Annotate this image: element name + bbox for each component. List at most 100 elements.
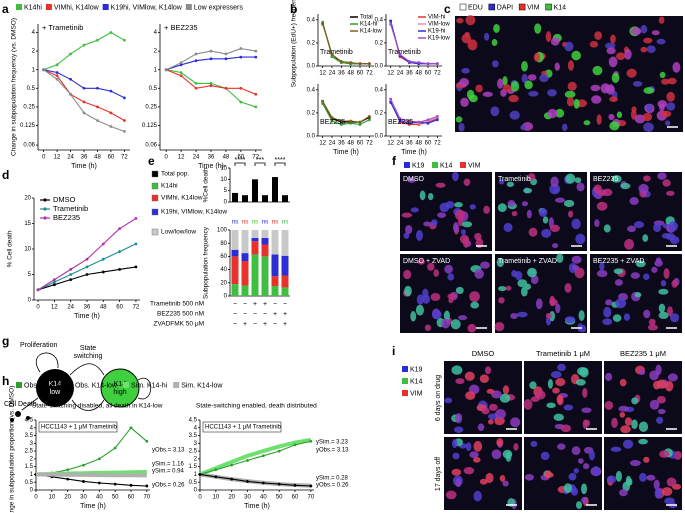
cell [583, 463, 590, 470]
cell [593, 184, 602, 194]
legend-label: VIM [410, 390, 423, 397]
cell [633, 221, 644, 229]
x-tick-label: 36 [338, 141, 345, 147]
cell [535, 298, 543, 310]
g-label: Proliferation [20, 342, 57, 349]
legend-label: Low/low/low [161, 229, 196, 236]
point [194, 59, 198, 63]
point [69, 77, 72, 81]
y-tick-label: 0.4 [375, 17, 384, 23]
cell [648, 318, 656, 326]
condition-name: Trametinib 500 nM [150, 301, 204, 308]
point [69, 278, 73, 281]
x-tick-label: 50 [112, 495, 119, 501]
x-axis-label: Time (h) [401, 149, 427, 156]
point [330, 119, 334, 123]
point [134, 242, 138, 246]
cell [485, 472, 494, 484]
cell [670, 313, 680, 323]
x-axis-label: Time (h) [244, 503, 270, 510]
cell [511, 211, 518, 217]
cell [509, 110, 520, 120]
debris [15, 411, 21, 417]
point [109, 89, 113, 93]
cell [488, 403, 498, 411]
legend-label: Obs. K14-hi [24, 382, 61, 389]
cell [544, 472, 554, 478]
cell [499, 474, 506, 482]
cell [612, 314, 622, 322]
series-line [322, 101, 370, 123]
point [239, 47, 243, 50]
cell [606, 47, 616, 55]
legend-label: K14-low [360, 29, 382, 35]
cell [647, 324, 658, 331]
panel-label: e [148, 154, 155, 168]
condition-symbol: − [273, 301, 277, 308]
bar-segment [231, 249, 239, 257]
point [239, 86, 243, 90]
legend-label: BEZ235 [53, 213, 80, 222]
x-tick-label: 24 [397, 71, 404, 77]
legend-label: VIM [527, 4, 540, 11]
panel-label: c [444, 2, 451, 16]
cell [578, 310, 585, 321]
cell [568, 210, 574, 218]
x-tick-label: 0 [42, 155, 46, 161]
point [82, 100, 86, 104]
inset-box [202, 421, 282, 433]
x-tick-label: 72 [434, 141, 441, 147]
cell [611, 72, 620, 83]
cell [464, 371, 475, 381]
cell [510, 312, 518, 319]
cell [556, 394, 563, 405]
cell [524, 80, 533, 90]
cell [443, 310, 450, 322]
point [367, 118, 371, 122]
point [101, 270, 105, 274]
cell [520, 124, 526, 131]
point [367, 114, 371, 118]
series-line [37, 266, 136, 291]
x-tick-label: 36 [406, 71, 413, 77]
bar-segment [281, 255, 289, 276]
cell [463, 178, 471, 186]
y-tick-label: 100 [217, 228, 228, 234]
cell [574, 267, 585, 279]
legend-swatch [404, 162, 410, 168]
point [101, 257, 105, 261]
sig-label: **** [275, 157, 286, 164]
cell [473, 490, 482, 502]
cell [455, 116, 463, 123]
legend-label: K14-hi [360, 22, 377, 28]
point [293, 443, 297, 447]
legend-label: DAPI [497, 4, 513, 11]
legend-swatch [151, 182, 159, 190]
x-tick-label: 36 [81, 155, 88, 161]
point [321, 99, 325, 103]
cell [614, 279, 623, 286]
point [389, 101, 393, 104]
point [97, 457, 101, 461]
series-line [199, 437, 312, 477]
cell [658, 16, 665, 24]
cell [571, 255, 582, 264]
cell [502, 449, 513, 459]
cell [596, 269, 608, 278]
cell [496, 257, 504, 268]
point [209, 49, 213, 53]
y-tick-label: 60 [220, 254, 227, 260]
cell [564, 283, 572, 293]
point [145, 439, 149, 443]
point [321, 23, 325, 26]
cell [653, 479, 660, 490]
cell [573, 468, 579, 474]
cell [624, 239, 635, 250]
cell [594, 31, 602, 40]
condition-symbol: − [233, 311, 237, 318]
cell [455, 286, 464, 294]
cell [660, 280, 667, 287]
cell [508, 94, 519, 103]
cell [563, 199, 575, 208]
cell [491, 39, 498, 47]
